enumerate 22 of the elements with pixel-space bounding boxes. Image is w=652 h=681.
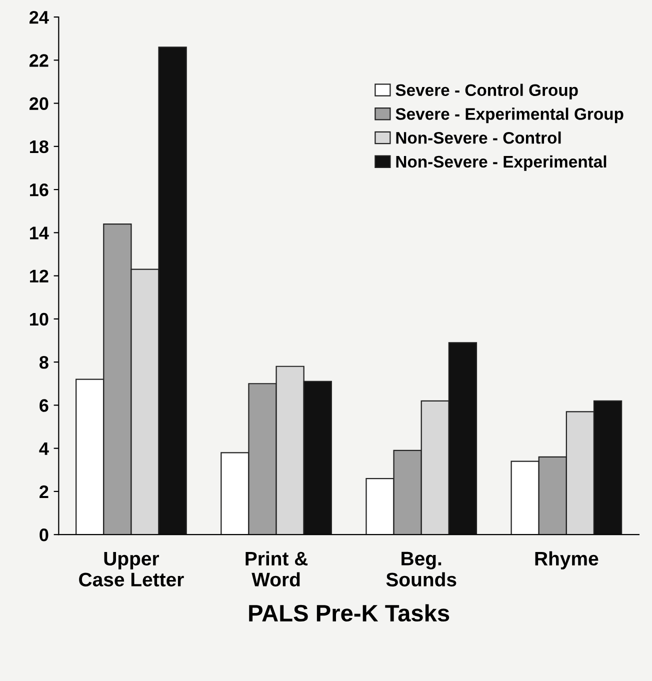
y-tick-label: 16 [30,183,48,196]
y-tick-label: 0 [40,528,48,542]
x-tick-label: Rhyme [535,551,598,570]
y-tick-label: 10 [30,312,48,326]
x-tick-label: Print & Word [246,551,308,586]
y-tick-label: 14 [30,226,49,240]
x-tick-label: Beg. Sounds [386,552,456,586]
y-tick-label: 22 [30,54,48,67]
y-tick-label: 12 [30,270,48,282]
y-tick-label: 2 [40,485,48,498]
y-tick-label: 6 [40,399,48,412]
x-axis-title: PALS Pre-K Tasks [249,604,450,622]
legend-label: Non-Severe - Control [396,132,561,144]
y-tick-label: 8 [39,356,48,369]
legend-label: Severe - Control Group [396,84,578,100]
y-tick-label: 20 [30,97,48,110]
y-tick-label: 4 [39,442,49,455]
y-tick-label: 18 [30,140,48,154]
legend-label: Severe - Experimental Group [396,108,624,124]
x-tick-label: Upper Case Letter [79,552,184,586]
y-tick-label: 24 [30,10,49,24]
legend-label: Non-Severe - Experimental [396,155,606,171]
